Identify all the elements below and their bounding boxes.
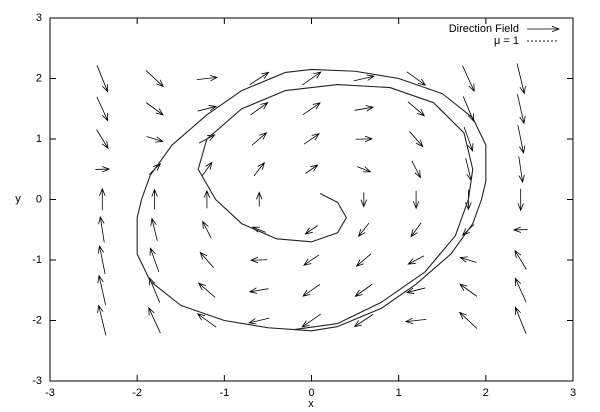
field-arrow [357,222,370,238]
field-arrow [512,226,528,233]
field-arrow [150,217,158,241]
field-arrow [97,304,107,336]
field-arrow [248,287,269,294]
y-tick-label: -1 [32,254,42,266]
field-arrow [146,136,164,143]
field-arrow [516,63,526,95]
field-arrow [514,249,527,270]
field-arrow [410,222,422,238]
field-arrow [197,105,218,112]
field-arrow [197,282,216,298]
field-arrow [201,161,213,177]
x-axis-label: x [308,398,314,410]
field-arrow [98,215,105,243]
x-tick-label: 1 [396,387,402,399]
field-arrow [99,187,106,211]
field-arrow [355,135,374,143]
field-arrow [514,277,527,303]
field-arrow [97,245,106,274]
field-arrow [407,101,426,117]
field-arrow [357,166,372,173]
field-arrow [301,313,322,328]
field-arrow [251,132,268,146]
field-arrow [145,70,165,88]
field-arrow [97,274,106,305]
field-arrow [203,189,211,209]
field-arrow [518,156,525,184]
field-arrow [463,127,474,152]
field-arrow [305,164,319,174]
field-arrow [407,255,425,265]
field-arrow [459,256,477,263]
field-arrow [251,226,266,233]
trajectory [136,68,487,332]
field-arrow [253,161,266,177]
y-tick-label: -2 [32,314,42,326]
field-arrow [360,192,367,208]
field-arrow [95,166,111,173]
field-arrow [405,287,426,294]
y-tick-label: 3 [36,12,42,24]
x-tick-label: 2 [483,387,489,399]
field-arrow [202,220,212,239]
field-arrow [145,102,164,116]
field-arrow [517,125,526,154]
legend-label: μ = 1 [494,35,519,47]
field-arrow [196,313,217,328]
y-tick-label: 2 [36,72,42,84]
field-arrow [96,129,109,150]
legend-label: Direction Field [449,23,519,35]
field-arrow [354,105,375,112]
x-tick-label: -1 [219,387,229,399]
field-arrow [96,96,109,122]
field-arrow [458,311,478,329]
field-arrow [149,247,160,272]
x-tick-label: -3 [45,387,55,399]
y-tick-label: -3 [32,375,42,387]
field-arrow [96,65,109,93]
field-arrow [303,133,320,145]
field-arrow [409,131,424,148]
x-tick-label: 3 [570,387,576,399]
x-tick-label: 0 [308,387,314,399]
field-arrow [196,74,219,82]
field-arrow [353,74,375,82]
plot-frame [49,17,574,382]
field-arrow [302,102,321,115]
field-arrow [517,94,526,125]
field-arrow [353,314,374,328]
y-tick-label: 1 [36,133,42,145]
field-arrow [404,317,427,325]
x-tick-label: -2 [132,387,142,399]
field-arrow [248,317,270,325]
field-arrow [250,102,269,116]
field-arrow [514,306,527,334]
field-arrow [151,188,158,210]
field-arrow [411,160,421,179]
field-arrow [148,306,161,334]
field-arrow [412,190,420,210]
field-arrow [459,283,478,297]
field-arrow [304,225,318,235]
field-arrow [462,65,475,93]
legend-arrow [527,25,561,33]
y-tick-label: 0 [36,193,42,205]
field-arrow [406,71,427,86]
field-arrow [303,254,320,266]
field-arrow [301,71,322,86]
field-arrow [517,188,524,212]
field-arrow [249,256,268,264]
y-axis-label: y [15,193,21,205]
field-arrow [302,284,321,297]
field-arrow [256,191,263,207]
field-arrow [199,251,214,268]
field-arrow [249,71,270,85]
field-arrow [354,283,373,297]
field-arrow [355,253,372,267]
